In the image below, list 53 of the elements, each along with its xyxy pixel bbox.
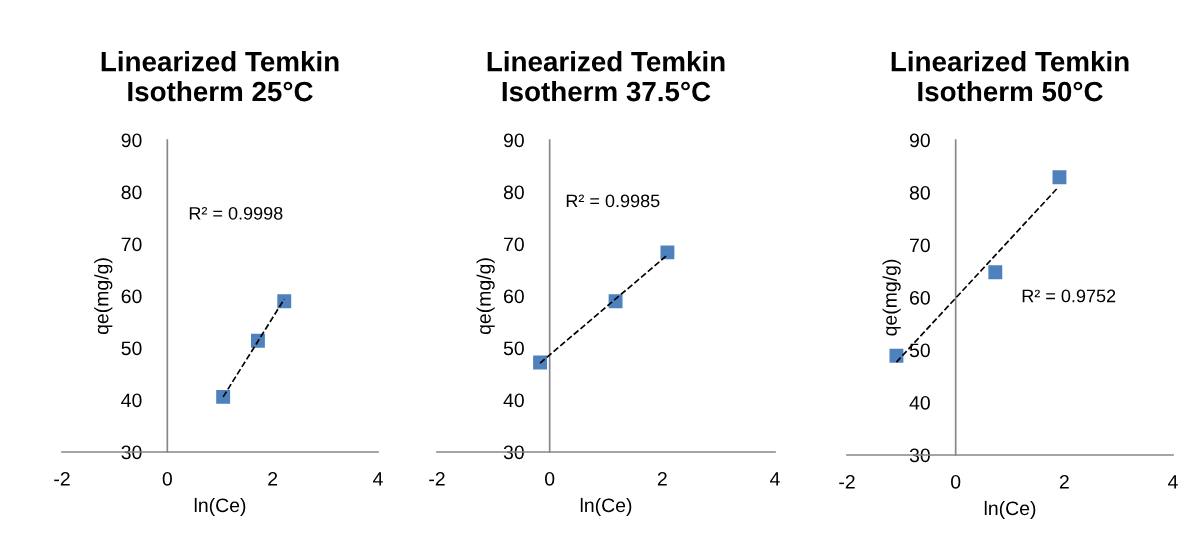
- x-axis-title: ln(Ce): [984, 500, 1036, 520]
- y-axis-title: qe(mg/g): [882, 259, 901, 336]
- y-tick-label: 40: [909, 395, 930, 410]
- point: [889, 348, 904, 363]
- x-tick-label: -2: [54, 471, 70, 486]
- y-tick-label: 70: [504, 237, 524, 252]
- y-tick-label: 90: [503, 133, 524, 148]
- point: [988, 265, 1003, 280]
- y-tick-label: 80: [121, 185, 142, 200]
- chart-title: Linearized Temkin Isotherm 25°C: [101, 51, 339, 102]
- x-tick-label: 0: [951, 474, 961, 489]
- x-tick-label: 0: [545, 471, 555, 486]
- x-tick-label: 0: [162, 471, 172, 486]
- annotation: R² = 0.9998: [189, 206, 283, 220]
- y-tick-label: 80: [503, 185, 524, 200]
- point: [660, 245, 675, 260]
- x-tick-label: -2: [839, 474, 855, 489]
- y-tick-label: 70: [910, 238, 930, 253]
- y-axis-title: qe(mg/g): [94, 258, 113, 335]
- x-axis-title: ln(Ce): [194, 497, 246, 517]
- x-tick-label: 2: [268, 471, 278, 486]
- x-tick-label: 4: [1168, 475, 1178, 489]
- point: [533, 355, 548, 370]
- x-axis-title: ln(Ce): [580, 497, 632, 517]
- point: [250, 333, 265, 348]
- y-tick-label: 50: [121, 341, 142, 356]
- x-tick-label: 4: [770, 472, 780, 486]
- point: [216, 389, 231, 404]
- y-tick-label: 50: [503, 341, 524, 356]
- chart-title: Linearized Temkin Isotherm 50°C: [891, 51, 1129, 102]
- x-tick-label: -2: [429, 471, 445, 486]
- annotation: R² = 0.9985: [566, 194, 660, 208]
- y-tick-label: 60: [504, 289, 524, 304]
- x-tick-label: 2: [657, 471, 667, 486]
- y-tick-label: 70: [121, 237, 142, 252]
- y-tick-label: 50: [909, 343, 930, 358]
- chart-title: Linearized Temkin Isotherm 37.5°C: [487, 51, 725, 102]
- y-tick-label: 30: [503, 445, 524, 460]
- point: [277, 294, 292, 309]
- x-tick-label: 2: [1059, 474, 1069, 489]
- y-tick-label: 80: [909, 185, 930, 200]
- y-tick-label: 40: [503, 393, 524, 408]
- y-tick-label: 30: [909, 448, 930, 463]
- y-tick-label: 30: [121, 445, 142, 460]
- y-tick-label: 90: [121, 133, 142, 148]
- annotation: R² = 0.9752: [1022, 289, 1116, 303]
- y-tick-label: 90: [909, 133, 930, 148]
- point: [1052, 170, 1067, 185]
- y-tick-label: 40: [121, 393, 142, 408]
- y-tick-label: 60: [121, 289, 142, 304]
- y-tick-label: 60: [910, 290, 930, 305]
- y-axis-title: qe(mg/g): [476, 258, 495, 335]
- x-tick-label: 4: [373, 472, 383, 486]
